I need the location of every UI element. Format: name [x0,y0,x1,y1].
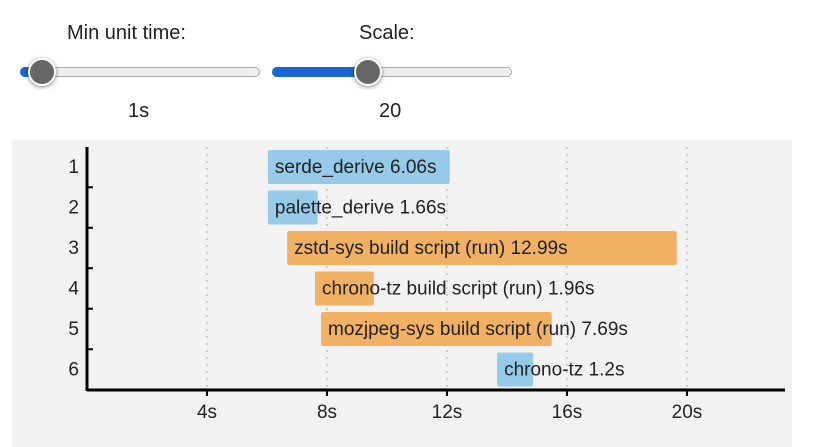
y-tick-label: 2 [68,198,79,219]
x-tick-label: 16s [552,402,583,423]
slider-knob[interactable] [28,58,56,86]
control-value: 20 [379,100,402,122]
bar [315,271,374,306]
bar-label: chrono-tz 1.2s [504,360,624,381]
bar-label: palette_derive 1.66s [275,198,446,219]
y-tick-label: 5 [68,319,79,340]
bar [497,352,534,387]
control-label: Scale: [359,22,415,44]
bar [321,312,552,346]
bar [267,150,450,184]
bar [267,190,318,225]
bar [287,231,677,265]
x-tick-label: 4s [197,402,217,423]
bar-label: chrono-tz build script (run) 1.96s [322,279,594,300]
y-tick-label: 3 [68,238,79,259]
y-tick-label: 6 [68,360,79,381]
x-tick-label: 12s [432,402,463,423]
x-tick-label: 20s [672,402,703,423]
control-value: 1s [128,100,150,122]
slider-knob[interactable] [354,58,382,86]
bar-label: mozjpeg-sys build script (run) 7.69s [328,319,628,340]
bar-label: zstd-sys build script (run) 12.99s [294,238,567,259]
x-tick-label: 8s [317,402,337,423]
y-tick-label: 1 [68,157,79,178]
control-label: Min unit time: [67,22,186,44]
slider-fill [272,67,368,77]
y-tick-label: 4 [68,279,79,300]
bar-label: serde_derive 6.06s [275,157,437,178]
plot-background [12,140,792,447]
